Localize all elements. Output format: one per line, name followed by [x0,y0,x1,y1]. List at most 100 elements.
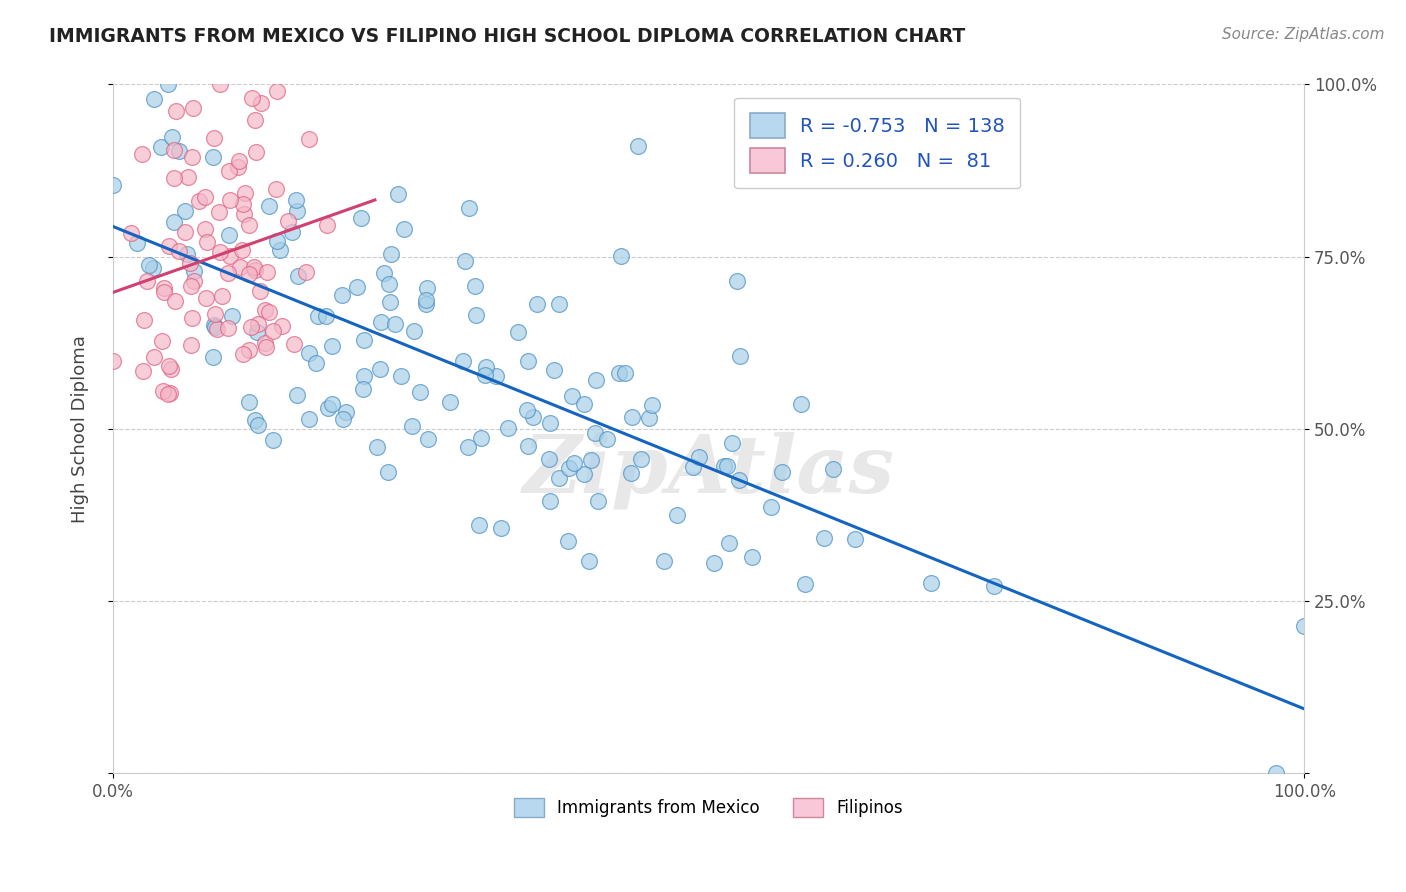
Point [353,334,375,348]
Point [101,178,124,192]
Point [142,260,165,275]
Point [538,493,561,508]
Point [561,389,583,403]
Point [245,413,267,427]
Point [373,266,395,280]
Point [516,439,538,453]
Point [630,452,652,467]
Point [350,211,373,225]
Point [586,494,609,508]
Point [415,281,437,295]
Point [564,456,586,470]
Point [266,84,288,98]
Point [232,347,254,361]
Point [160,362,183,376]
Point [305,356,328,370]
Point [574,467,596,481]
Point [415,297,437,311]
Point [254,336,277,351]
Point [167,244,190,258]
Point [257,304,280,318]
Point [281,225,304,239]
Point [204,319,226,334]
Point [179,256,201,270]
Point [194,190,217,204]
Point [377,465,399,479]
Point [163,215,186,229]
Point [254,339,277,353]
Point [321,397,343,411]
Point [283,336,305,351]
Point [703,556,725,570]
Point [125,236,148,251]
Point [231,243,253,257]
Point [143,350,166,364]
Point [498,421,520,435]
Point [131,147,153,161]
Point [219,249,242,263]
Point [249,284,271,298]
Point [572,397,595,411]
Point [163,143,186,157]
Point [271,318,294,333]
Point [682,459,704,474]
Point [165,104,187,119]
Point [256,265,278,279]
Point [813,531,835,545]
Point [983,579,1005,593]
Point [208,205,231,219]
Point [221,309,243,323]
Point [402,324,425,338]
Point [250,95,273,110]
Point [318,401,340,415]
Point [547,471,569,485]
Point [416,432,439,446]
Point [579,453,602,467]
Point [920,575,942,590]
Point [454,253,477,268]
Point [307,310,329,324]
Point [134,313,156,327]
Point [218,228,240,243]
Point [489,521,512,535]
Point [157,78,180,92]
Point [174,225,197,239]
Point [183,264,205,278]
Point [181,101,204,115]
Point [181,150,204,164]
Point [195,291,218,305]
Point [770,466,793,480]
Point [713,458,735,473]
Point [202,131,225,145]
Point [238,218,260,232]
Point [269,243,291,257]
Point [315,309,337,323]
Point [728,349,751,363]
Point [458,201,481,215]
Point [284,193,307,207]
Point [287,269,309,284]
Point [620,409,643,424]
Point [298,131,321,145]
Point [243,262,266,277]
Text: IMMIGRANTS FROM MEXICO VS FILIPINO HIGH SCHOOL DIPLOMA CORRELATION CHART: IMMIGRANTS FROM MEXICO VS FILIPINO HIGH … [49,27,966,45]
Point [522,410,544,425]
Point [120,226,142,240]
Point [194,221,217,235]
Point [384,317,406,331]
Point [353,369,375,384]
Point [163,171,186,186]
Point [229,260,252,274]
Point [537,451,560,466]
Point [180,279,202,293]
Point [666,508,689,523]
Point [226,160,249,174]
Point [716,459,738,474]
Point [176,247,198,261]
Point [401,418,423,433]
Point [637,411,659,425]
Point [627,139,650,153]
Point [346,279,368,293]
Point [238,395,260,409]
Point [131,363,153,377]
